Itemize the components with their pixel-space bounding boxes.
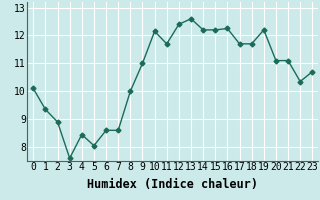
X-axis label: Humidex (Indice chaleur): Humidex (Indice chaleur) [87,178,258,191]
